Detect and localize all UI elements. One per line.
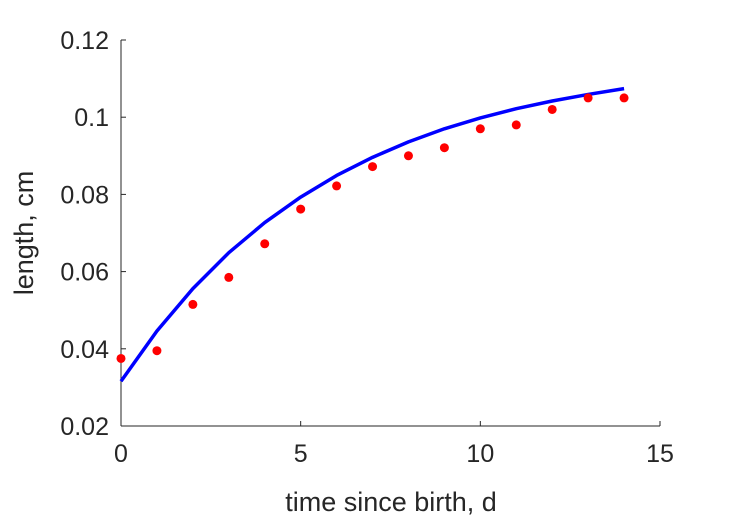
y-tick-label: 0.06 bbox=[60, 259, 109, 287]
x-tick-label: 0 bbox=[114, 440, 128, 468]
data-point bbox=[583, 93, 593, 103]
y-tick-label: 0.12 bbox=[60, 27, 109, 55]
y-axis-label: length, cm bbox=[9, 171, 39, 296]
x-axis-label: time since birth, d bbox=[285, 487, 497, 517]
data-point bbox=[260, 239, 270, 249]
axes: 0 5 10 15 0.02 0.04 0.06 0.08 0.1 0.12 bbox=[60, 27, 674, 468]
fit-curve-layer bbox=[119, 86, 625, 383]
data-point bbox=[619, 93, 629, 103]
data-point bbox=[296, 204, 306, 214]
y-tick-label: 0.08 bbox=[60, 181, 109, 209]
data-point bbox=[332, 181, 342, 191]
data-point bbox=[475, 124, 485, 134]
y-tick-label: 0.04 bbox=[60, 336, 109, 364]
data-point bbox=[152, 346, 162, 356]
x-tick-label: 10 bbox=[466, 440, 494, 468]
data-points-layer bbox=[116, 93, 629, 363]
data-point bbox=[116, 353, 126, 363]
data-point bbox=[511, 120, 521, 130]
y-tick-label: 0.1 bbox=[74, 104, 109, 132]
data-point bbox=[224, 272, 234, 282]
data-point bbox=[188, 299, 198, 309]
fit-curve bbox=[119, 86, 625, 383]
x-tick-label: 15 bbox=[646, 440, 674, 468]
data-point bbox=[547, 104, 557, 114]
data-point bbox=[368, 162, 378, 172]
x-tick-label: 5 bbox=[294, 440, 308, 468]
data-point bbox=[439, 143, 449, 153]
y-tick-label: 0.02 bbox=[60, 413, 109, 441]
data-point bbox=[403, 151, 413, 161]
